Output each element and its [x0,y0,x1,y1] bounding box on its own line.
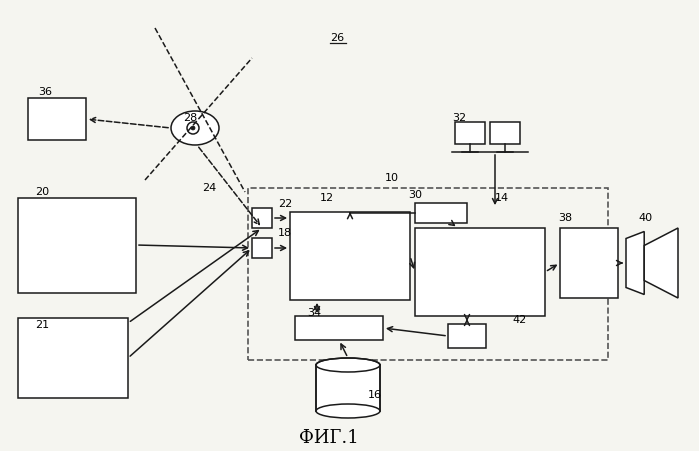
Ellipse shape [316,404,380,418]
Bar [455,122,485,144]
Text: 42: 42 [512,315,526,325]
Text: 36: 36 [38,87,52,97]
Bar [28,98,86,140]
Bar [316,365,380,411]
Text: ФИГ.1: ФИГ.1 [299,429,359,447]
Text: 16: 16 [368,390,382,400]
Bar [295,316,383,340]
Text: 14: 14 [495,193,509,203]
Bar [448,324,486,348]
Bar [252,238,272,258]
Text: 18: 18 [278,228,292,238]
Bar [248,188,608,360]
Bar [560,228,618,298]
Text: 21: 21 [35,320,49,330]
Text: 30: 30 [408,190,422,200]
Circle shape [187,122,199,134]
Bar [415,228,545,316]
Text: 38: 38 [558,213,572,223]
Bar [18,198,136,293]
Text: 34: 34 [307,308,321,318]
Text: 10: 10 [385,173,399,183]
Bar [415,203,467,223]
Text: 20: 20 [35,187,49,197]
Text: 40: 40 [638,213,652,223]
Ellipse shape [316,358,380,372]
Bar [290,212,410,300]
Bar [252,208,272,228]
Polygon shape [644,228,678,298]
Text: 26: 26 [330,33,344,43]
Bar [490,122,520,144]
Text: 32: 32 [452,113,466,123]
Text: 12: 12 [320,193,334,203]
Circle shape [191,126,195,130]
Ellipse shape [171,111,219,145]
Polygon shape [626,231,644,295]
Bar [18,318,128,398]
Text: 24: 24 [202,183,216,193]
Text: 22: 22 [278,199,292,209]
Text: 28: 28 [183,113,197,123]
